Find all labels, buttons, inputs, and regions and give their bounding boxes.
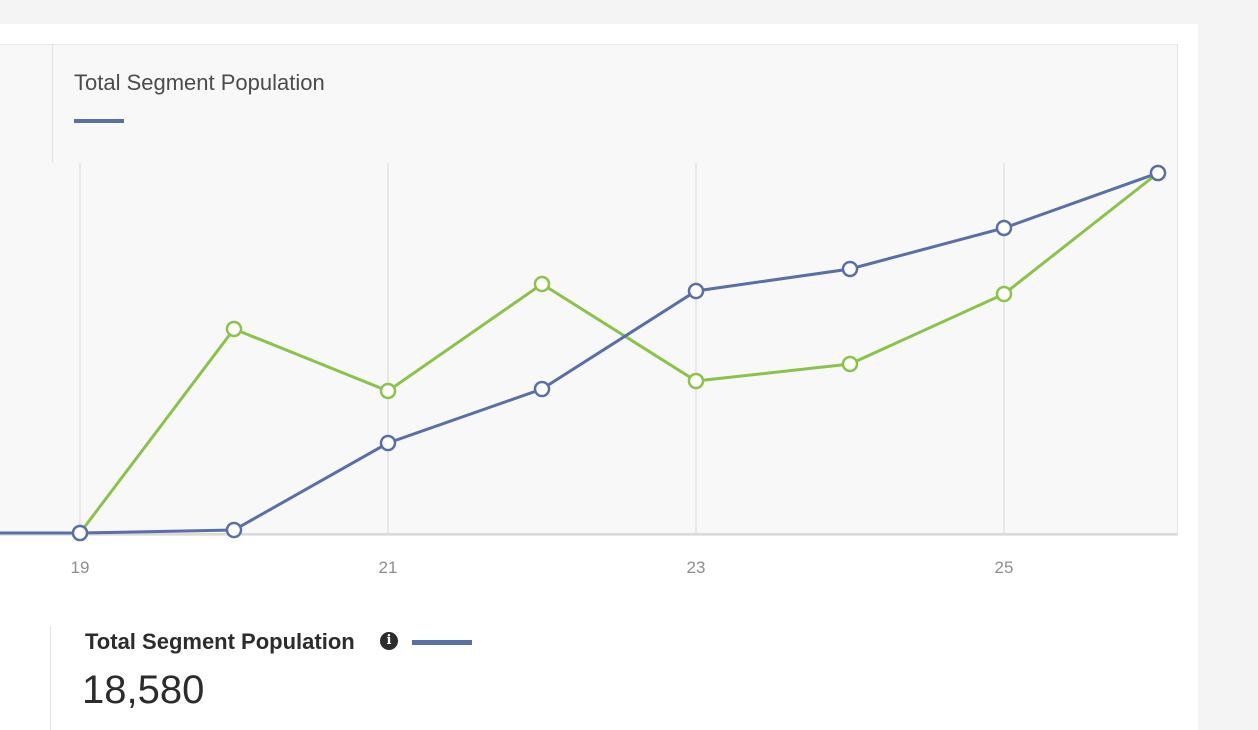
chart-panel <box>0 44 1178 536</box>
x-tick-label: 21 <box>379 558 398 577</box>
data-point <box>533 275 551 293</box>
series-line <box>0 171 1159 535</box>
data-point <box>1149 164 1167 182</box>
legend-swatch <box>74 119 124 123</box>
summary-title: Total Segment Population <box>85 629 355 654</box>
summary-value: 18,580 <box>82 668 205 712</box>
line-chart: 19 21 23 25 <box>0 163 1177 577</box>
summary-swatch <box>412 640 472 645</box>
data-point <box>379 434 397 452</box>
data-point <box>841 260 859 278</box>
data-point <box>71 524 89 542</box>
divider <box>52 44 53 163</box>
data-point <box>379 382 397 400</box>
series-line <box>0 171 1159 535</box>
data-point <box>533 380 551 398</box>
divider <box>50 626 51 730</box>
data-point <box>225 320 243 338</box>
data-point <box>841 355 859 373</box>
x-tick-label: 25 <box>995 558 1014 577</box>
x-tick-label: 23 <box>687 558 706 577</box>
data-point <box>995 285 1013 303</box>
x-tick-label: 19 <box>71 558 90 577</box>
data-point <box>995 219 1013 237</box>
data-point <box>687 282 705 300</box>
legend-title[interactable]: Total Segment Population <box>74 70 325 95</box>
data-point <box>225 521 243 539</box>
data-point <box>687 372 705 390</box>
info-icon[interactable]: i <box>380 632 398 650</box>
